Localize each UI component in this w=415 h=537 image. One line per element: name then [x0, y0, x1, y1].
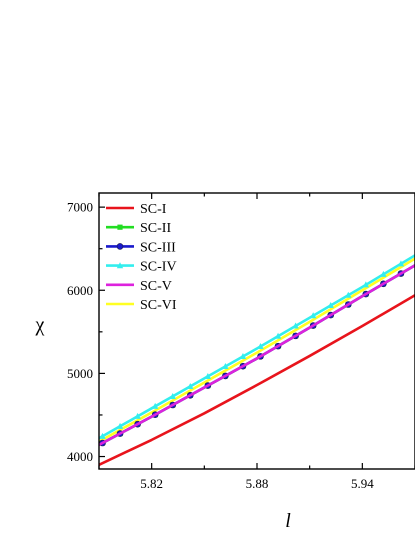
legend-label: SC-VI	[140, 298, 177, 313]
series-sc-v	[99, 264, 415, 447]
series-point-sc-iv	[345, 291, 352, 298]
series-line-sc-vi	[99, 257, 415, 443]
series-point-sc-iv	[327, 301, 334, 308]
series-point-sc-iv	[134, 412, 141, 419]
x-tick-label: 5.94	[351, 476, 374, 491]
series-point-sc-iv	[151, 402, 159, 409]
series-point-sc-iv	[309, 312, 317, 319]
legend-entry-sc-vi: SC-VI	[106, 298, 177, 313]
series-point-sc-iv	[222, 363, 229, 370]
x-tick-label: 5.88	[246, 476, 269, 491]
series-point-sc-iv	[292, 322, 299, 329]
legend-label: SC-V	[140, 279, 172, 294]
legend-entry-sc-iv: SC-IV	[106, 260, 177, 275]
legend-entry-sc-i: SC-I	[106, 202, 167, 217]
series-sc-vi	[99, 257, 415, 443]
y-tick-label: 4000	[67, 449, 93, 464]
x-tick-label: 5.82	[140, 476, 163, 491]
y-tick-label: 5000	[67, 366, 93, 381]
legend-entry-sc-iii: SC-III	[106, 240, 176, 255]
x-axis-title: l	[285, 510, 291, 532]
legend-marker	[117, 224, 123, 230]
series-point-sc-iv	[169, 392, 176, 399]
series-line-sc-v	[99, 264, 415, 447]
y-axis-title: χ	[35, 314, 45, 336]
series-layer	[99, 254, 415, 467]
series-point-sc-iv	[362, 281, 370, 288]
series-point-sc-iv	[380, 270, 387, 277]
legend: SC-I SC-II SC-III SC-IV SC-V SC-VI	[106, 202, 177, 313]
series-line-sc-i	[99, 294, 415, 467]
series-point-sc-iv	[116, 422, 124, 429]
series-point-sc-iv	[257, 343, 264, 350]
series-point-sc-iv	[187, 382, 194, 389]
legend-label: SC-IV	[140, 260, 177, 275]
legend-label: SC-II	[140, 221, 171, 236]
legend-marker	[116, 243, 124, 250]
y-tick-label: 6000	[67, 283, 93, 298]
series-point-sc-iv	[274, 332, 282, 339]
legend-entry-sc-ii: SC-II	[106, 221, 171, 236]
series-sc-iv	[99, 254, 415, 440]
series-point-sc-iv	[239, 353, 247, 360]
legend-entry-sc-v: SC-V	[106, 279, 172, 294]
legend-label: SC-III	[140, 240, 176, 255]
legend-marker	[116, 262, 124, 269]
axes-layer: 5.82 5.88 5.94 4000 5000 6000 7000	[67, 192, 415, 491]
series-point-sc-iv	[204, 372, 212, 379]
series-point-sc-iv	[99, 432, 106, 439]
series-line-sc-iv	[99, 254, 415, 440]
series-sc-i	[99, 294, 415, 467]
legend-label: SC-I	[140, 202, 167, 217]
series-point-sc-iv	[397, 260, 405, 267]
y-tick-label: 7000	[67, 200, 93, 215]
